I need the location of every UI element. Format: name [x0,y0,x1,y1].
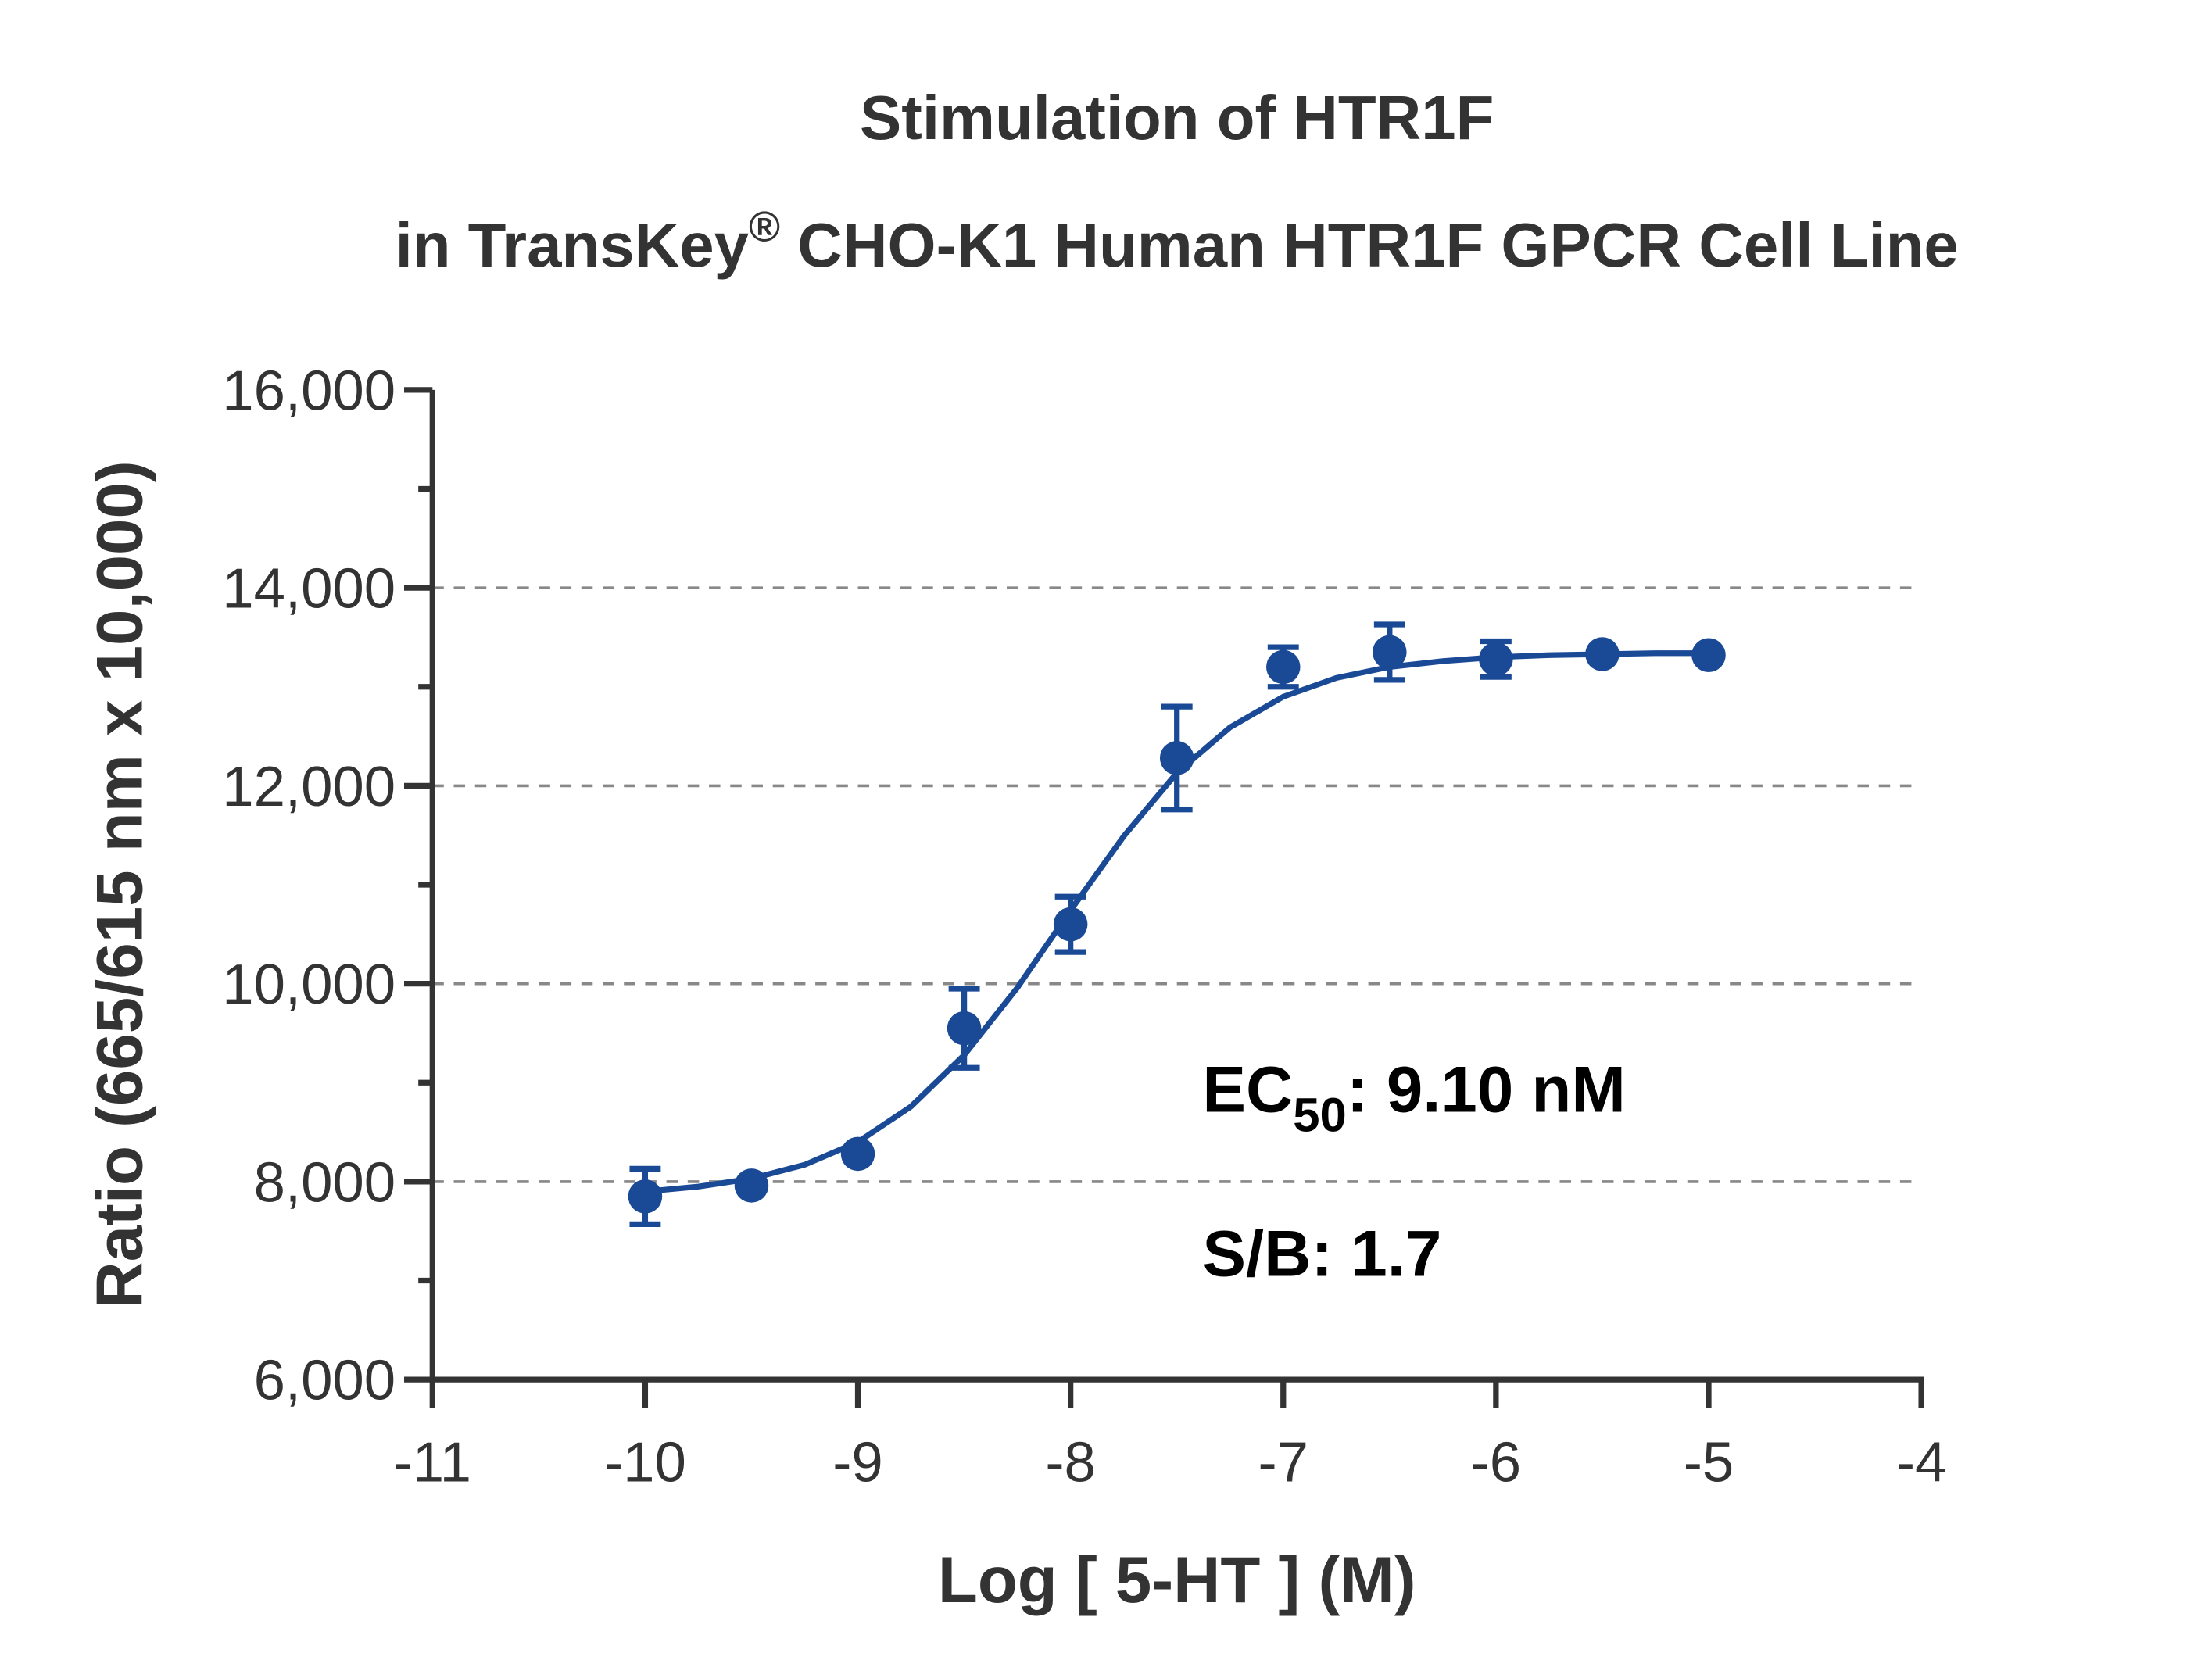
x-tick-label: -8 [1045,1431,1096,1494]
data-point [1053,907,1088,942]
data-point [947,1011,982,1046]
x-tick-label: -11 [394,1431,471,1494]
x-tick-label: -5 [1684,1431,1734,1494]
y-axis-label: Ratio (665/615 nm x 10,000) [82,460,156,1308]
subtitle-text: in TransKey [396,210,749,280]
y-tick-label: 10,000 [222,953,396,1016]
data-point [628,1179,663,1214]
subtitle-text: CHO-K1 Human HTR1F GPCR Cell Line [780,210,1959,280]
y-tick-label: 14,000 [222,557,396,621]
x-tick-label: -4 [1896,1431,1947,1494]
y-tick-label: 12,000 [222,755,396,818]
data-point [1691,638,1726,673]
y-tick-label: 8,000 [254,1150,396,1214]
data-point [734,1168,769,1203]
annotation-text: : 9.10 nM [1347,1052,1626,1125]
data-point [1585,637,1620,671]
chart-title: Stimulation of HTR1F [860,83,1494,152]
subtitle-mark: ® [749,202,780,250]
annotation-text: EC [1202,1052,1293,1125]
annotation-sub: 50 [1293,1089,1347,1143]
x-tick-label: -6 [1471,1431,1522,1494]
x-tick-label: -7 [1258,1431,1309,1494]
data-point [1373,635,1407,670]
annotation: S/B: 1.7 [1202,1217,1441,1290]
x-axis-label: Log [ 5-HT ] (M) [938,1543,1416,1616]
y-tick-label: 16,000 [222,359,396,422]
data-point [1479,642,1513,677]
x-tick-label: -9 [832,1431,883,1494]
x-tick-label: -10 [604,1431,686,1494]
y-tick-label: 6,000 [254,1349,396,1412]
data-point [840,1136,875,1172]
data-point [1159,741,1194,775]
chart-subtitle: in TransKey® CHO-K1 Human HTR1F GPCR Cel… [396,202,1959,280]
data-point [1265,649,1301,685]
annotation: EC50: 9.10 nM [1202,1052,1626,1142]
